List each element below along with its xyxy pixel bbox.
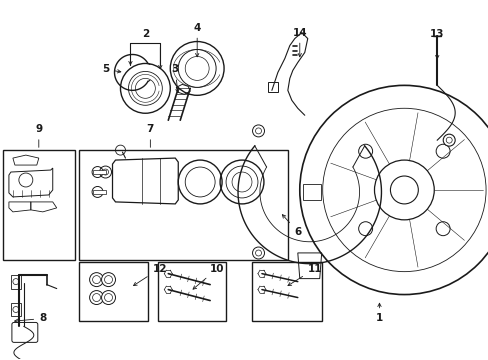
Text: 2: 2 [142, 28, 149, 39]
Bar [92, 170, 105, 174]
Text: 9: 9 [35, 124, 42, 147]
Bar [11, 302, 21, 316]
Circle shape [252, 125, 264, 137]
Bar [79, 262, 148, 321]
Text: 7: 7 [146, 124, 154, 147]
Text: 5: 5 [102, 64, 121, 75]
Bar [11, 275, 21, 289]
Text: 1: 1 [375, 303, 382, 323]
Circle shape [89, 273, 103, 287]
Text: 10: 10 [193, 264, 224, 289]
Text: 12: 12 [133, 264, 166, 285]
Bar [251, 262, 321, 321]
Bar [92, 190, 105, 194]
Bar [303, 184, 321, 200]
Bar [79, 150, 287, 260]
Text: 3: 3 [171, 64, 179, 93]
Text: 11: 11 [287, 264, 322, 285]
Bar [267, 82, 277, 92]
Circle shape [442, 134, 454, 146]
Text: 6: 6 [282, 215, 301, 237]
Bar [158, 262, 225, 321]
Circle shape [102, 291, 115, 305]
Text: 4: 4 [193, 23, 201, 57]
Circle shape [89, 291, 103, 305]
Text: 13: 13 [429, 28, 444, 59]
Bar [3, 150, 75, 260]
Text: 14: 14 [292, 28, 306, 57]
Circle shape [102, 273, 115, 287]
Text: 8: 8 [15, 314, 46, 323]
Circle shape [252, 247, 264, 259]
